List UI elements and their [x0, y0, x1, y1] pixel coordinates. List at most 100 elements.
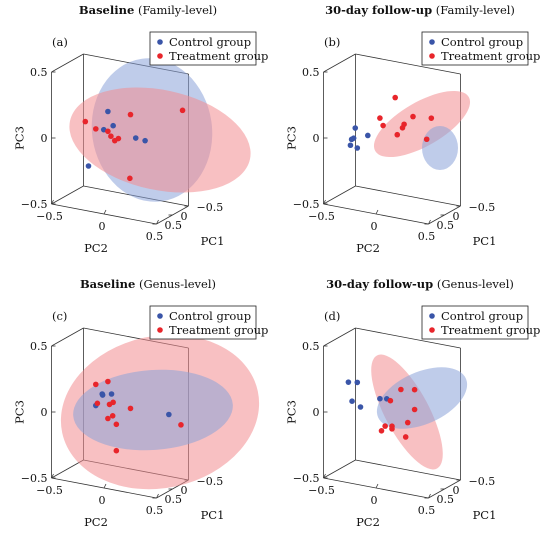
- control-point: [108, 391, 115, 397]
- z-tick-label: 0: [313, 406, 320, 419]
- treatment-point: [111, 137, 118, 144]
- treatment-point: [378, 428, 385, 434]
- x-tick-label: 0.5: [165, 219, 183, 232]
- panel-label: (a): [52, 35, 68, 49]
- legend-box: [421, 305, 529, 340]
- z-tick-label: 0.5: [30, 340, 48, 353]
- y-tick-label: 0: [99, 494, 106, 507]
- x-tick-label: −0.5: [469, 201, 496, 214]
- z-tick-label: −0.5: [21, 198, 48, 211]
- box-edge: [355, 327, 461, 349]
- x-tick-label: −0.5: [197, 475, 224, 488]
- y-tick: [323, 473, 326, 479]
- chart-title: Baseline (Family-level): [79, 3, 217, 17]
- chart-title: 30-day follow-up (Genus-level): [326, 277, 514, 291]
- treatment-point: [382, 423, 388, 429]
- y-tick-label: −0.5: [308, 210, 335, 223]
- legend-treatment-marker: [429, 53, 435, 59]
- treatment-point: [394, 131, 401, 138]
- legend-box: [421, 31, 529, 66]
- z-tick-label: −0.5: [21, 472, 48, 485]
- legend-control-marker: [429, 39, 435, 45]
- x-axis-label: PC1: [473, 508, 497, 522]
- legend-treatment-marker: [429, 327, 435, 333]
- treatment-point: [113, 447, 120, 454]
- box-edge: [51, 459, 84, 479]
- control-ellipse: [422, 126, 458, 170]
- treatment-point: [94, 400, 101, 407]
- x-axis-label: PC1: [201, 508, 225, 522]
- treatment-point: [428, 115, 435, 121]
- treatment-point: [109, 413, 116, 419]
- treatment-point: [398, 386, 404, 393]
- z-tick-label: 0: [313, 132, 320, 145]
- x-tick-label: 0.5: [437, 493, 455, 506]
- control-point: [85, 163, 92, 169]
- z-tick-label: −0.5: [293, 198, 320, 211]
- y-tick-label: 0: [371, 494, 378, 507]
- box-edge: [355, 185, 461, 207]
- treatment-point: [93, 126, 99, 132]
- treatment-point: [105, 128, 111, 135]
- x-tick-label: −0.5: [469, 475, 496, 488]
- legend-treatment-marker: [157, 53, 163, 59]
- z-tick-label: −0.5: [293, 472, 320, 485]
- y-tick-label: 0.5: [418, 230, 436, 243]
- y-tick: [156, 219, 159, 225]
- control-ellipse: [73, 369, 233, 451]
- box-edge: [323, 327, 356, 347]
- y-tick-label: 0.5: [146, 504, 164, 517]
- z-axis-label: PC3: [13, 400, 27, 424]
- box-edge: [355, 459, 461, 481]
- control-point: [352, 125, 359, 131]
- control-point: [349, 398, 355, 405]
- control-point: [166, 411, 172, 418]
- legend-control-label: Control group: [169, 35, 251, 49]
- y-axis-label: PC2: [84, 515, 108, 529]
- panel-label: (d): [324, 309, 340, 323]
- chart-title-level: (Genus-level): [433, 277, 514, 291]
- treatment-point: [377, 115, 383, 121]
- treatment-point: [411, 386, 418, 393]
- chart-title: 30-day follow-up (Family-level): [325, 3, 515, 17]
- treatment-point: [392, 94, 399, 101]
- treatment-point: [410, 113, 416, 120]
- z-axis-label: PC3: [285, 126, 299, 150]
- control-point: [105, 108, 111, 115]
- y-tick: [428, 219, 431, 225]
- treatment-point: [389, 426, 395, 432]
- z-axis-label: PC3: [285, 400, 299, 424]
- chart-title-bold: Baseline: [79, 3, 134, 17]
- y-tick: [51, 199, 54, 205]
- treatment-point: [401, 121, 407, 128]
- treatment-point: [105, 378, 111, 385]
- y-tick: [323, 199, 326, 205]
- chart-panel-1: Baseline (Family-level)−0.500.5PC3−0.500…: [13, 3, 269, 255]
- treatment-point: [178, 422, 184, 428]
- box-edge: [51, 185, 84, 205]
- treatment-point: [110, 399, 116, 406]
- x-tick-label: 0.5: [437, 219, 455, 232]
- control-ellipse: [376, 367, 468, 429]
- box-edge: [323, 53, 356, 73]
- y-tick: [103, 209, 107, 215]
- treatment-point: [179, 107, 186, 114]
- y-tick-label: 0.5: [146, 230, 164, 243]
- legend-control-marker: [157, 313, 163, 319]
- x-tick-label: 0: [181, 484, 188, 497]
- box-edge: [323, 185, 356, 205]
- y-tick: [51, 473, 54, 479]
- y-tick: [375, 483, 379, 489]
- x-tick-label: −0.5: [197, 201, 224, 214]
- y-tick: [375, 209, 379, 215]
- x-tick-label: 0: [181, 210, 188, 223]
- treatment-point: [105, 415, 111, 422]
- box-edge: [323, 459, 356, 479]
- y-tick-label: −0.5: [308, 484, 335, 497]
- control-point: [354, 379, 361, 386]
- chart-panel-3: Baseline (Genus-level)−0.500.5PC3−0.500.…: [13, 277, 269, 529]
- legend-treatment-label: Treatment group: [169, 49, 268, 63]
- y-tick-label: 0: [99, 220, 106, 233]
- treatment-point: [113, 421, 120, 428]
